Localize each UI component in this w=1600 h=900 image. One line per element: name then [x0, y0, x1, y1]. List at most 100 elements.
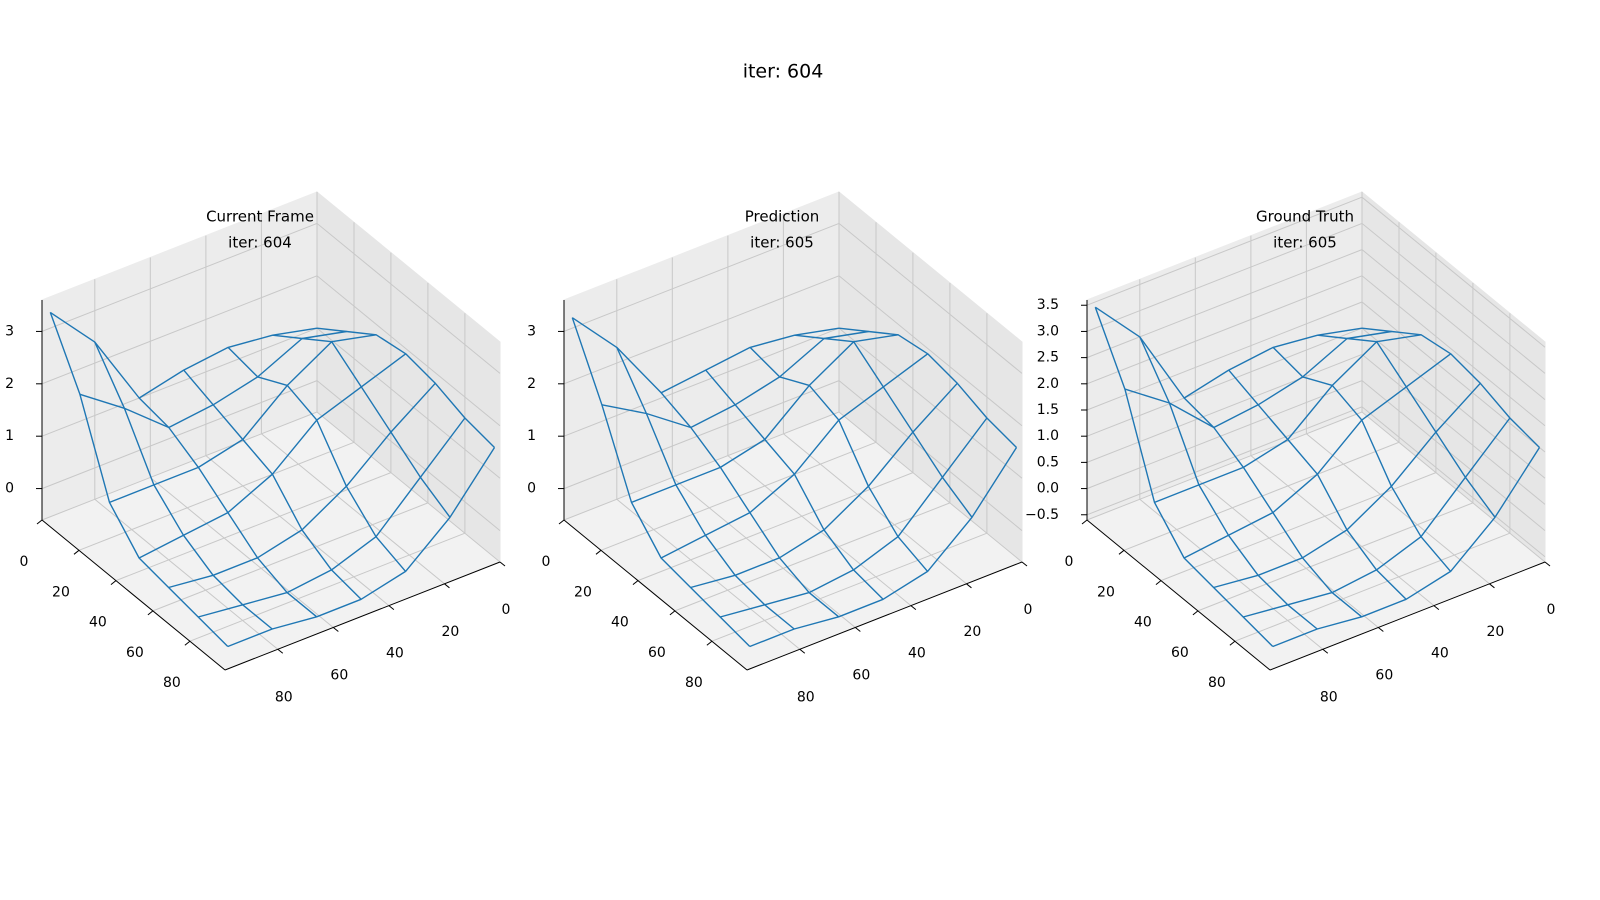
- tick-mark: [1433, 605, 1440, 611]
- x-tick-label: 20: [1097, 584, 1115, 600]
- grid-line: [727, 235, 912, 606]
- grid-line: [205, 235, 390, 606]
- grid-line: [838, 192, 1023, 563]
- tick-mark: [1118, 549, 1125, 555]
- x-tick-label: 40: [89, 615, 107, 631]
- x-tick-label: 80: [163, 675, 181, 691]
- grid-line: [782, 213, 967, 585]
- x-tick-label: 40: [611, 615, 629, 631]
- wire-col: [1094, 306, 1274, 647]
- grid-line: [1086, 196, 1546, 348]
- wire-col: [705, 369, 884, 600]
- wire-col: [1183, 397, 1363, 618]
- tick-mark: [1192, 610, 1199, 616]
- y-tick-label: 20: [442, 624, 460, 640]
- wire-col: [316, 327, 495, 448]
- subplot-title: Current Frame: [206, 208, 314, 226]
- tick-mark: [1229, 640, 1236, 646]
- z-tick-label: 0: [527, 481, 536, 497]
- grid-line: [616, 279, 801, 650]
- grid-line: [1305, 213, 1490, 585]
- wire-col: [49, 312, 229, 647]
- wire-col: [1361, 327, 1540, 448]
- x-tick-label: 60: [126, 645, 144, 661]
- wire-col: [138, 397, 318, 618]
- grid-line: [1086, 353, 1546, 505]
- tick-mark: [444, 583, 450, 589]
- grid-line: [1086, 406, 1546, 558]
- tick-mark: [799, 648, 806, 654]
- y-tick-label: 80: [275, 689, 293, 705]
- grid-line: [149, 257, 334, 628]
- x-tick-label: 20: [52, 584, 70, 600]
- z-tick-label: 0.0: [1037, 481, 1059, 497]
- grid-line: [1086, 301, 1546, 453]
- grid-line: [1086, 222, 1546, 374]
- wire-col: [749, 346, 929, 572]
- wire-col: [183, 369, 362, 600]
- wire-col: [571, 317, 751, 647]
- wire-col: [838, 327, 1017, 448]
- z-tick-label: −0.5: [1025, 507, 1059, 523]
- wire-col: [660, 392, 840, 618]
- y-axis: [224, 561, 501, 671]
- subplot: 0 20 40 60 80 0 20 40 60 80 −0.5 0.0 0.5 1.0 1.5 2.0 2.5…: [1025, 190, 1556, 705]
- tick-mark: [388, 605, 395, 611]
- x-tick-label: 60: [1171, 645, 1189, 661]
- z-tick-label: 1: [527, 428, 536, 444]
- z-tick-label: 1.5: [1037, 402, 1059, 418]
- y-tick-label: 80: [1320, 689, 1338, 705]
- tick-mark: [277, 648, 284, 654]
- tick-mark: [595, 549, 602, 555]
- y-tick-label: 20: [964, 624, 982, 640]
- wire-col: [794, 334, 973, 518]
- tick-mark: [855, 627, 861, 632]
- z-tick-label: 2: [5, 376, 14, 392]
- y-tick-label: 40: [386, 646, 404, 662]
- y-tick-label: 60: [330, 667, 348, 683]
- x-tick-label: 40: [1134, 615, 1152, 631]
- x-axis: [563, 519, 748, 671]
- x-tick-label: 20: [574, 584, 592, 600]
- y-axis: [746, 561, 1023, 671]
- y-tick-label: 80: [797, 689, 815, 705]
- grid-line: [94, 279, 279, 650]
- wire-col: [1272, 346, 1452, 572]
- y-tick-label: 0: [1547, 602, 1556, 618]
- grid-line: [1086, 275, 1546, 427]
- tick-mark: [966, 583, 972, 589]
- wire-col: [1139, 336, 1318, 630]
- tick-mark: [1155, 580, 1162, 585]
- tick-mark: [1378, 627, 1384, 632]
- y-tick-label: 60: [1375, 667, 1393, 683]
- tick-mark: [632, 580, 639, 585]
- y-tick-label: 0: [1024, 602, 1033, 618]
- tick-mark: [1489, 583, 1495, 589]
- tick-mark: [1021, 561, 1028, 567]
- tick-mark: [36, 519, 43, 525]
- grid-line: [563, 380, 1023, 531]
- wire-col: [1317, 334, 1496, 518]
- tick-mark: [1544, 561, 1551, 567]
- grid-line: [41, 222, 501, 374]
- y-tick-label: 20: [1487, 624, 1505, 640]
- tick-mark: [499, 561, 506, 567]
- x-tick-label: 0: [20, 554, 29, 570]
- wire-col: [272, 334, 451, 518]
- x-axis: [1086, 519, 1271, 671]
- y-axis: [1269, 561, 1546, 671]
- grid-line: [41, 380, 501, 531]
- z-tick-label: 1.0: [1037, 428, 1059, 444]
- z-tick-label: 3.5: [1037, 297, 1059, 313]
- tick-mark: [1322, 648, 1329, 654]
- z-tick-label: 3.0: [1037, 323, 1059, 339]
- grid-line: [563, 222, 1023, 374]
- z-tick-label: 3: [527, 323, 536, 339]
- grid-line: [1250, 235, 1435, 606]
- grid-line: [1139, 279, 1324, 650]
- z-tick-label: 2.5: [1037, 350, 1059, 366]
- x-tick-label: 80: [685, 675, 703, 691]
- grid-line: [41, 275, 501, 427]
- wire-col: [94, 341, 273, 630]
